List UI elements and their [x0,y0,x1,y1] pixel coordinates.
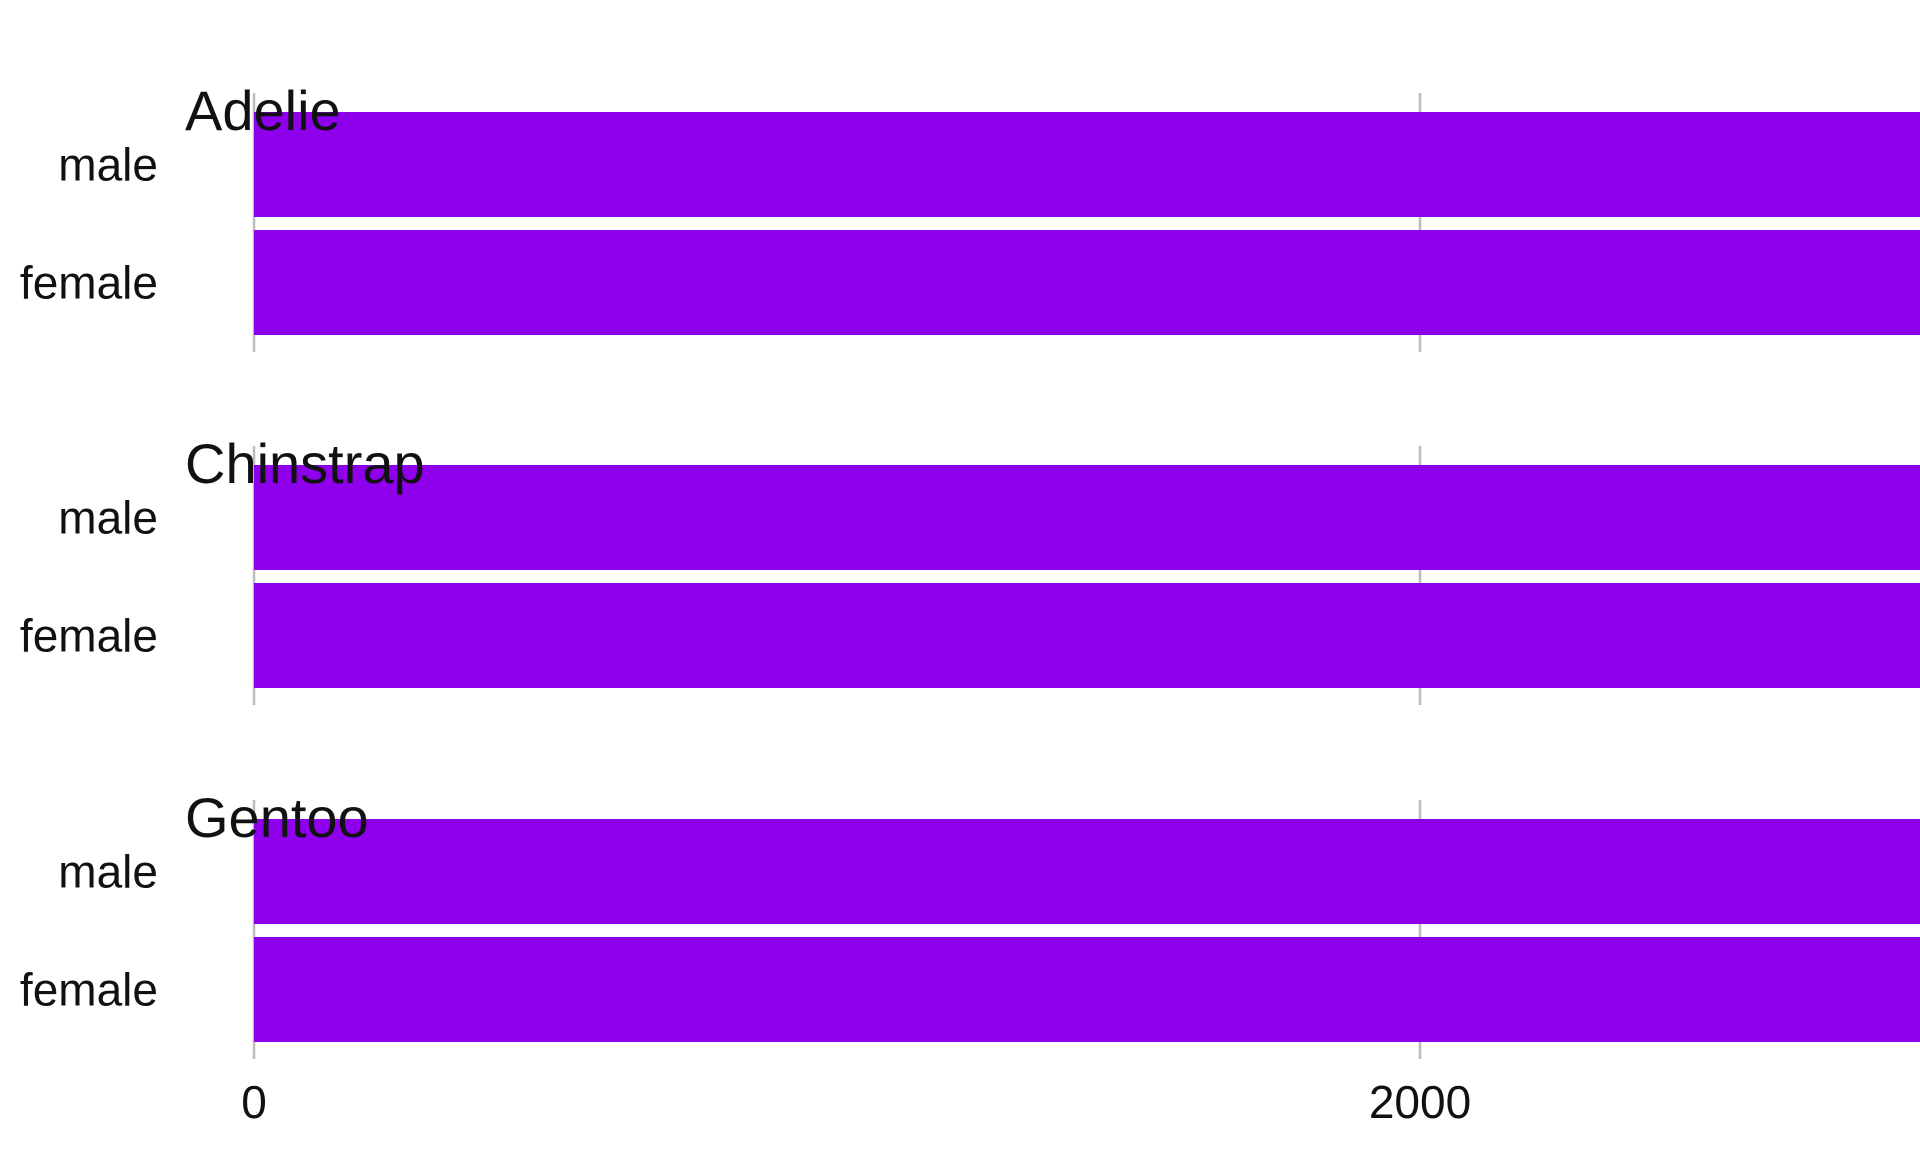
x-tick-label: 0 [241,1076,267,1128]
category-label: female [20,610,158,662]
facet-title: Gentoo [185,786,369,849]
labels: Adelie4,043.5male3,368.8femaleChinstrap3… [20,79,425,1016]
facet-title: Chinstrap [185,432,425,495]
category-label: female [20,964,158,1016]
bar-chinstrap-female [254,583,1920,688]
category-label: male [58,139,158,191]
category-label: female [20,257,158,309]
x-axis: 020004000 [241,1076,1471,1128]
bar-adelie-male [254,112,1920,217]
bars [254,112,1920,1042]
bar-adelie-female [254,230,1920,335]
x-tick-label: 2000 [1369,1076,1471,1128]
category-label: male [58,846,158,898]
facet-title: Adelie [185,79,341,142]
bar-gentoo-male [254,819,1920,924]
bar-chinstrap-male [254,465,1920,570]
category-label: male [58,492,158,544]
bar-gentoo-female [254,937,1920,1042]
